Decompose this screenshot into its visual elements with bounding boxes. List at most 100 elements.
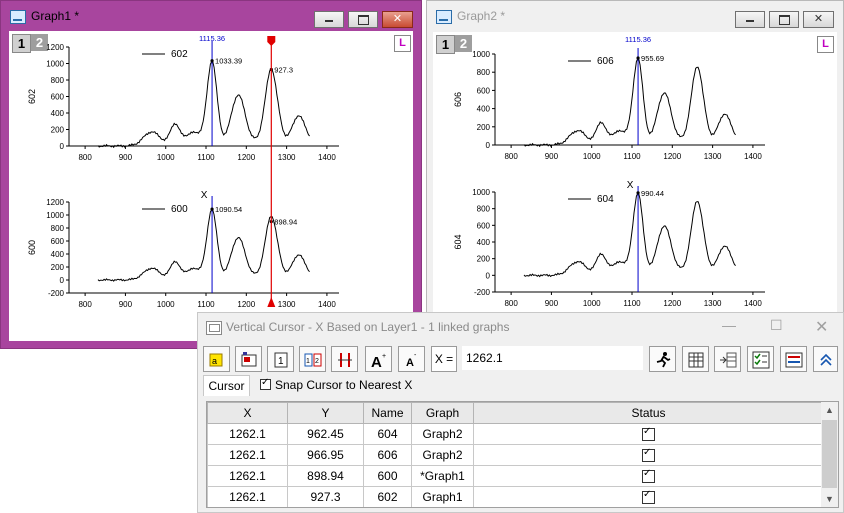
layer-2-button[interactable]: 2: [31, 34, 48, 51]
status-checkbox[interactable]: [642, 426, 655, 442]
close-button[interactable]: [382, 11, 413, 28]
graph1-window[interactable]: Graph1 * 1 2 L 0 200 400 600 800 1000 1200 800 9…: [0, 0, 422, 349]
layer-1-button[interactable]: 1: [12, 34, 31, 53]
layer-link-badge[interactable]: L: [817, 36, 834, 53]
x-tick-label: 800: [504, 152, 518, 161]
cell-x[interactable]: 1262.1: [207, 423, 288, 445]
maximize-button[interactable]: [348, 11, 378, 28]
y-tick-label: 600: [51, 237, 65, 246]
decrease-font-button[interactable]: A-: [398, 346, 425, 372]
snap-cursor-checkbox[interactable]: [260, 377, 271, 390]
minimize-button[interactable]: [314, 11, 344, 28]
column-header-name[interactable]: Name: [363, 402, 412, 424]
cell-graph[interactable]: Graph2: [411, 444, 474, 466]
close-button[interactable]: [803, 11, 834, 28]
y-axis-title: 604: [453, 234, 463, 249]
cell-name[interactable]: 604: [363, 423, 412, 445]
one-layer-button[interactable]: 1: [267, 346, 294, 372]
y-tick-label: 1200: [46, 198, 64, 207]
append-rows-button[interactable]: [714, 346, 741, 372]
cell-name[interactable]: 606: [363, 444, 412, 466]
cell-y[interactable]: 898.94: [287, 465, 364, 487]
cell-status[interactable]: [473, 465, 824, 487]
cell-graph[interactable]: Graph1: [411, 486, 474, 507]
tab-cursor[interactable]: Cursor: [203, 375, 250, 396]
graph1-titlebar[interactable]: Graph1 *: [1, 1, 421, 31]
table-row[interactable]: 1262.1 962.45 604 Graph2: [207, 423, 824, 445]
cell-status[interactable]: [473, 444, 824, 466]
column-header-graph[interactable]: Graph: [411, 402, 474, 424]
vertical-scrollbar[interactable]: ▲ ▼: [821, 402, 838, 507]
cell-y[interactable]: 927.3: [287, 486, 364, 507]
cursor-x-label: 1115.36: [199, 34, 225, 43]
status-checkbox[interactable]: [642, 468, 655, 484]
cursor-handle-top: [267, 36, 276, 46]
animate-button[interactable]: [649, 346, 676, 372]
collapse-button[interactable]: [813, 346, 838, 372]
cell-graph[interactable]: *Graph1: [411, 465, 474, 487]
x-tick-label: 1400: [318, 300, 336, 309]
column-header-status[interactable]: Status: [473, 402, 824, 424]
minimize-icon[interactable]: —: [722, 317, 736, 333]
increase-font-button[interactable]: A +: [365, 346, 392, 372]
x-equals-label: X =: [431, 346, 457, 372]
two-cursors-button[interactable]: [331, 346, 358, 372]
two-cursors-icon: [338, 353, 352, 367]
cell-y[interactable]: 966.95: [287, 444, 364, 466]
vertical-cursor-dialog[interactable]: Vertical Cursor - X Based on Layer1 - 1 …: [197, 312, 844, 513]
cell-graph[interactable]: Graph2: [411, 423, 474, 445]
cell-status[interactable]: [473, 486, 824, 507]
cell-name[interactable]: 602: [363, 486, 412, 507]
close-icon[interactable]: ✕: [815, 319, 829, 336]
layer-1-button[interactable]: 1: [436, 35, 455, 54]
graph2-titlebar[interactable]: Graph2 *: [427, 1, 843, 31]
cursor-point: [210, 207, 214, 211]
x-value-input[interactable]: [462, 346, 643, 370]
cursor-value-label: 955.69: [641, 54, 664, 63]
status-checkbox[interactable]: [642, 447, 655, 463]
graph1-page[interactable]: 1 2 L 0 200 400 600 800 1000 1200 800 900 1000 110…: [9, 31, 413, 341]
x-tick-label: 1200: [237, 300, 255, 309]
x-tick-label: 1400: [744, 299, 762, 308]
pick-data-button[interactable]: a: [203, 346, 230, 372]
layer-2-button[interactable]: 2: [455, 35, 472, 52]
cell-y[interactable]: 962.45: [287, 423, 364, 445]
table-row[interactable]: 1262.1 927.3 602 Graph1: [207, 486, 824, 507]
table-row[interactable]: 1262.1 898.94 600 *Graph1: [207, 465, 824, 487]
x-tick-label: 1100: [197, 153, 215, 162]
graph-select-button[interactable]: [235, 346, 262, 372]
graph-select-icon: [241, 352, 257, 367]
graph2-window[interactable]: Graph2 * 1 2 L 0 200 400 600 800 1000 800 900 10…: [426, 0, 844, 320]
cell-status[interactable]: [473, 423, 824, 445]
scroll-down-icon[interactable]: ▼: [825, 494, 834, 504]
graph2-page[interactable]: 1 2 L 0 200 400 600 800 1000 800 900 1000 1100 120…: [433, 32, 837, 314]
cursor-data-table[interactable]: X Y Name Graph Status 1262.1 962.45 604 …: [206, 401, 839, 508]
y-tick-label: 200: [477, 123, 491, 132]
maximize-icon[interactable]: ☐: [770, 317, 783, 333]
table-row[interactable]: 1262.1 966.95 606 Graph2: [207, 444, 824, 466]
scrollbar-thumb[interactable]: [822, 420, 837, 488]
cell-x[interactable]: 1262.1: [207, 465, 288, 487]
cursor-handle-bottom: [267, 297, 276, 307]
y-tick-label: 1000: [472, 188, 490, 197]
cell-x[interactable]: 1262.1: [207, 444, 288, 466]
x-tick-label: 1400: [318, 153, 336, 162]
scroll-up-icon[interactable]: ▲: [825, 405, 834, 415]
y-axis-title: 600: [27, 240, 37, 255]
settings-list-button[interactable]: [780, 346, 807, 372]
layer-link-badge[interactable]: L: [394, 35, 411, 52]
cell-name[interactable]: 600: [363, 465, 412, 487]
cell-x[interactable]: 1262.1: [207, 486, 288, 507]
worksheet-button[interactable]: [682, 346, 709, 372]
table-header: X Y Name Graph Status: [207, 402, 824, 424]
maximize-button[interactable]: [769, 11, 799, 28]
minimize-button[interactable]: [735, 11, 765, 28]
dialog-icon: [206, 321, 222, 335]
checklist-button[interactable]: [747, 346, 774, 372]
column-header-y[interactable]: Y: [287, 402, 364, 424]
status-checkbox[interactable]: [642, 489, 655, 505]
column-header-x[interactable]: X: [207, 402, 288, 424]
